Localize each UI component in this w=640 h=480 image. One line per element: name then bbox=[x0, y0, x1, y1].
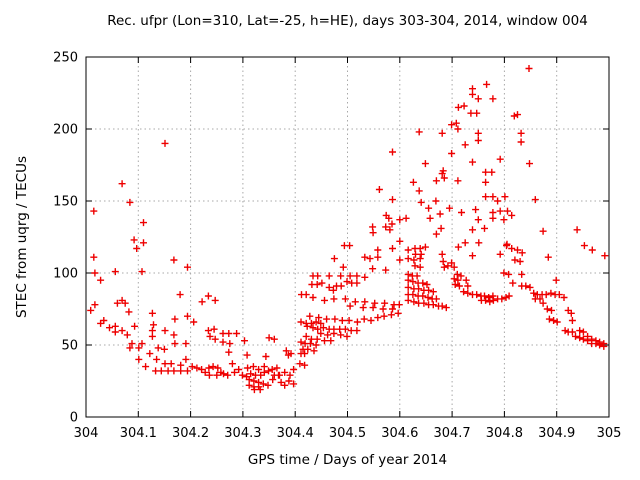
x-tick-label: 305 bbox=[597, 426, 622, 441]
x-tick-label: 304.6 bbox=[381, 426, 418, 441]
x-tick-label: 304.8 bbox=[486, 426, 523, 441]
y-tick-label: 50 bbox=[61, 339, 78, 354]
x-tick-label: 304.2 bbox=[172, 426, 209, 441]
x-tick-label: 304.9 bbox=[538, 426, 575, 441]
x-tick-label: 304.1 bbox=[120, 426, 157, 441]
x-tick-label: 304 bbox=[74, 426, 99, 441]
y-tick-label: 150 bbox=[53, 195, 78, 210]
y-tick-label: 250 bbox=[53, 51, 78, 66]
y-tick-label: 0 bbox=[70, 411, 78, 426]
plot-border bbox=[85, 56, 610, 418]
data-points bbox=[87, 65, 609, 394]
y-tick-label: 200 bbox=[53, 123, 78, 138]
x-axis-label: GPS time / Days of year 2014 bbox=[247, 452, 448, 468]
chart-title: Rec. ufpr (Lon=310, Lat=-25, h=HE), days… bbox=[107, 13, 588, 29]
x-tick-label: 304.3 bbox=[224, 426, 261, 441]
x-tick-label: 304.4 bbox=[277, 426, 314, 441]
x-tick-label: 304.5 bbox=[329, 426, 366, 441]
y-tick-label: 100 bbox=[53, 267, 78, 282]
x-tick-label: 304.7 bbox=[433, 426, 470, 441]
